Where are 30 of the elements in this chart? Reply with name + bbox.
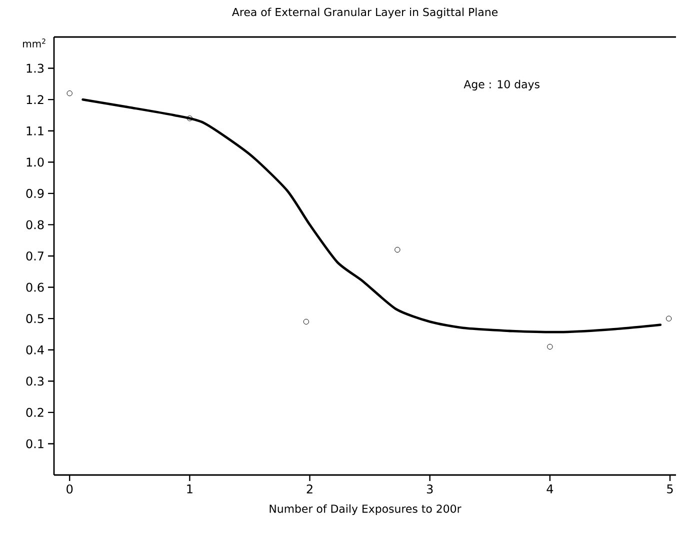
point xyxy=(303,318,310,325)
y-tick-label: 1.3 xyxy=(26,64,44,73)
y-tick-label: 0.2 xyxy=(26,408,44,417)
point xyxy=(66,90,72,96)
x-tick-label: 0 xyxy=(66,484,73,494)
point xyxy=(186,116,193,122)
x-axis-title: Number of Daily Exposures to 200r xyxy=(270,504,462,515)
y-tick-label: 0.8 xyxy=(26,220,44,230)
y-tick-label: 0.7 xyxy=(26,251,44,261)
x-tick-label: 2 xyxy=(306,484,312,494)
y-tick-label: 0.6 xyxy=(26,282,44,292)
y-tick-label: 0.3 xyxy=(26,376,44,386)
y-tick-label: 0.5 xyxy=(26,314,44,324)
y-tick-label: 1.1 xyxy=(26,126,44,136)
point xyxy=(666,316,672,322)
y-tick-label: 1.2 xyxy=(26,95,44,104)
x-tick-label: 1 xyxy=(187,484,192,494)
x-tick-label: 3 xyxy=(426,484,433,494)
line-series xyxy=(82,98,662,334)
y-axis-title: mm$^{2}$ xyxy=(23,38,46,48)
point xyxy=(547,344,553,350)
y-tick-label: 1.0 xyxy=(26,158,44,167)
chart-title: Area of External Granular Layer in Sagittal Plane xyxy=(232,8,498,18)
annotation: Age : 10 days xyxy=(464,80,540,90)
point xyxy=(394,246,400,253)
y-tick-label: 0.1 xyxy=(26,439,44,448)
y-tick-label: 0.4 xyxy=(26,345,44,354)
y-tick-label: 0.9 xyxy=(26,188,44,198)
x-tick-label: 5 xyxy=(667,484,673,494)
x-tick-label: 4 xyxy=(546,484,554,494)
